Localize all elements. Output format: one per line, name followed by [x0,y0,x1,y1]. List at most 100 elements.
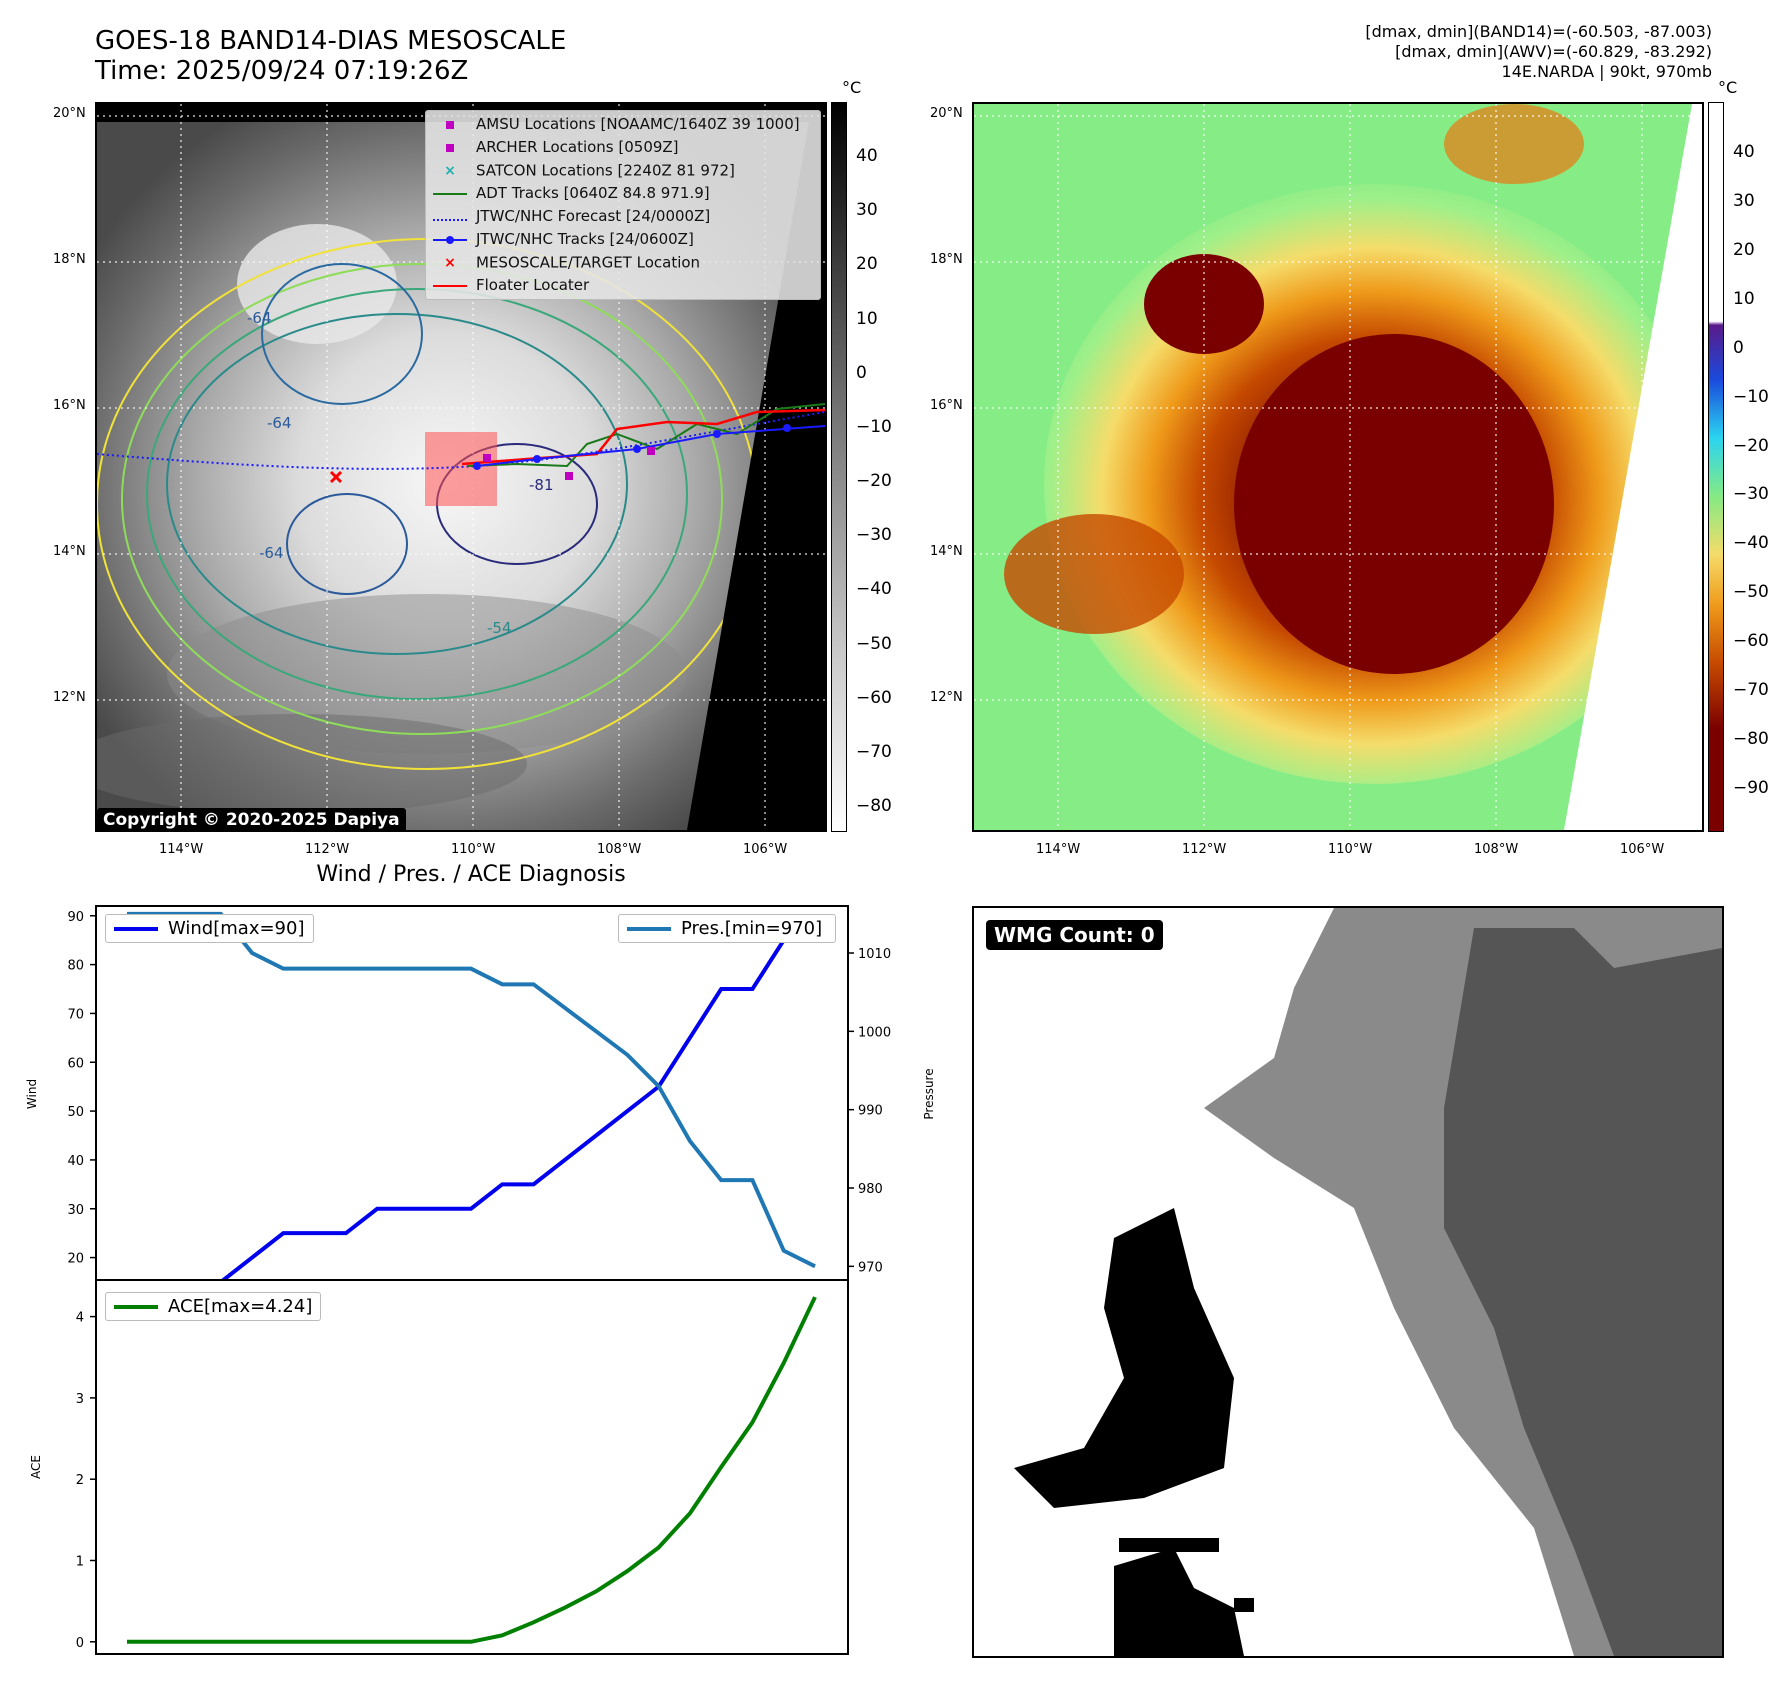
wind-legend-swatch [114,927,158,931]
colorbar-left-tick: −50 [856,633,892,654]
legend-label: MESOSCALE/TARGET Location [476,253,701,272]
colorbar-right-tick: 40 [1733,142,1755,162]
wind-y-tick-label: 50 [67,1105,84,1120]
colorbar-left-tick: −10 [856,416,892,437]
wind-plot-frame [95,905,849,1282]
wind-y-tick-label: 70 [67,1007,84,1022]
lat-tick-label: 14°N [53,544,86,559]
legend-label: SATCON Locations [2240Z 81 972] [476,161,735,180]
ace-y-tick-label: 1 [76,1555,84,1570]
colorbar-left-tick: −80 [856,796,892,816]
legend-item: JTWC/NHC Tracks [24/0600Z] [432,228,820,251]
colorbar-left-tick: 20 [856,254,878,275]
colorbar-left-tick: 0 [856,362,867,383]
legend-label: JTWC/NHC Forecast [24/0000Z] [476,207,711,225]
lat-tick-label: 14°N [930,544,963,559]
ace-series-line [127,1296,817,1644]
lat-tick-label: 18°N [930,252,963,267]
lat-tick-label: 12°N [53,690,86,705]
wmg-panel: WMG Count: 0 [972,906,1724,1658]
wind-y-tick-label: 20 [67,1252,84,1267]
legend-marker [432,228,468,251]
lat-tick-label: 16°N [53,398,86,413]
legend-marker [432,274,468,297]
legend-label: ARCHER Locations [0509Z] [476,138,679,156]
info-line-3: 14E.NARDA | 90kt, 970mb [1501,62,1712,81]
info-line-2: [dmax, dmin](AWV)=(-60.829, -83.292) [1395,42,1712,61]
title-line-2: Time: 2025/09/24 07:19:26Z [95,56,469,86]
wind-y-tick-label: 80 [67,959,84,974]
legend-item: × SATCON Locations [2240Z 81 972] [432,159,820,182]
lon-tick-label: 110°W [451,842,496,857]
colorbar-left-tick: −30 [856,525,892,546]
lon-tick-label: 106°W [1620,842,1665,857]
title-line-1: GOES-18 BAND14-DIAS MESOSCALE [95,26,567,56]
legend-item: Floater Locater [432,274,820,297]
colorbar-left-tick: −60 [856,687,892,708]
figure-info: [dmax, dmin](BAND14)=(-60.503, -87.003) … [1365,22,1712,82]
lat-tick-label: 18°N [53,252,86,267]
legend-marker: × [444,255,456,271]
wind-y-tick-label: 90 [67,910,84,925]
ace-y-axis-label: ACE [29,1455,43,1479]
wind-pressure-chart: 90 80 70 60 50 40 30 20 1010 1000 990 980 970 Wind Pre… [25,905,936,1282]
wmg-count-badge: WMG Count: 0 [986,920,1163,950]
contour-label: -64 [267,414,292,432]
ace-y-tick-label: 3 [76,1392,84,1407]
colorbar-right-tick: −20 [1733,435,1769,456]
pressure-legend-swatch [627,927,671,931]
legend-marker: × [444,163,456,179]
contour-label: -64 [247,309,272,327]
colorbar-right-tick: −50 [1733,582,1769,603]
lat-tick-label: 16°N [930,398,963,413]
colorbar-right-tick: −60 [1733,631,1769,652]
ace-y-tick-label: 0 [76,1636,84,1651]
diagnosis-title: Wind / Pres. / ACE Diagnosis [316,862,626,887]
lon-tick-label: 108°W [1474,842,1519,857]
wind-y-tick-label: 30 [67,1203,84,1218]
ace-plot-frame [95,1279,849,1655]
contour-label: -64 [259,544,284,562]
legend-item: ARCHER Locations [0509Z] [432,136,820,159]
legend-item: AMSU Locations [NOAAMC/1640Z 39 1000] [432,113,820,136]
ace-chart: 4 3 2 1 0 ACE [29,1279,849,1655]
legend-marker [432,182,468,205]
figure-title: GOES-18 BAND14-DIAS MESOSCALE Time: 2025… [95,26,566,86]
legend-item: ADT Tracks [0640Z 84.8 971.9] [432,182,820,205]
lon-tick-label: 114°W [1036,842,1081,857]
wind-legend: Wind[max=90] [105,914,314,943]
target-box [425,432,497,506]
wind-legend-label: Wind[max=90] [168,918,305,939]
pressure-y-axis-label: Pressure [922,1068,936,1119]
legend-label: AMSU Locations [NOAAMC/1640Z 39 1000] [476,115,800,133]
pressure-y-tick-label: 970 [858,1260,883,1275]
legend-item: × MESOSCALE/TARGET Location [432,251,820,274]
pressure-y-tick-label: 1010 [858,947,891,962]
lon-tick-label: 114°W [159,842,204,857]
colorbar-left [831,102,847,832]
wmg-image [1014,908,1722,1656]
colorbar-right-tick: −30 [1733,484,1769,505]
colorbar-left-tick: −40 [856,579,892,600]
colorbar-right-tick: 20 [1733,239,1755,260]
contour-label: -54 [487,619,512,637]
pressure-legend: Pres.[min=970] [618,914,836,943]
legend-label: JTWC/NHC Tracks [24/0600Z] [476,230,694,248]
legend-label: ADT Tracks [0640Z 84.8 971.9] [476,184,710,202]
legend-label: Floater Locater [476,276,590,294]
info-line-1: [dmax, dmin](BAND14)=(-60.503, -87.003) [1365,22,1712,41]
pressure-y-tick-label: 980 [858,1182,883,1197]
legend-marker [432,136,468,159]
lon-tick-label: 112°W [305,842,350,857]
legend-marker [432,205,468,228]
pressure-y-tick-label: 990 [858,1104,883,1119]
wind-series-line [127,914,817,1282]
ace-legend-swatch [114,1305,158,1309]
colorbar-right-tick: −80 [1733,729,1769,750]
lon-tick-label: 106°W [743,842,788,857]
ace-legend-label: ACE[max=4.24] [168,1296,313,1317]
colorbar-left-tick: −20 [856,471,892,491]
ace-legend: ACE[max=4.24] [105,1292,322,1321]
colorbar-left-unit: °C [842,78,862,97]
awv-map-panel [972,102,1704,832]
